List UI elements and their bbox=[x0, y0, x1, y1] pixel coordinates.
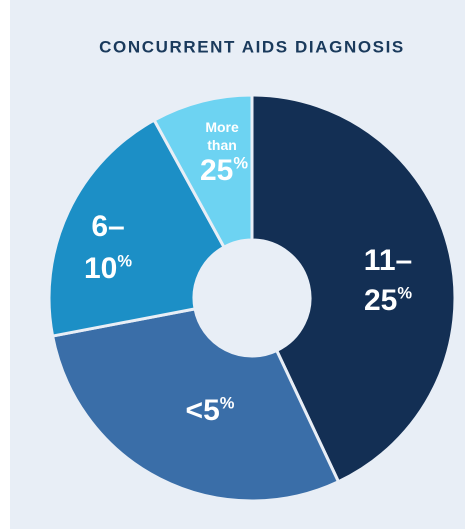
donut-slice bbox=[47, 118, 227, 338]
donut-slice bbox=[250, 93, 457, 484]
slice-label: 11– 25% bbox=[364, 244, 413, 317]
slice-label: 6– 10% bbox=[84, 210, 132, 285]
donut-slice bbox=[152, 93, 254, 250]
chart-title: CONCURRENT AIDS DIAGNOSIS bbox=[99, 37, 405, 56]
donut-slice bbox=[50, 307, 341, 503]
